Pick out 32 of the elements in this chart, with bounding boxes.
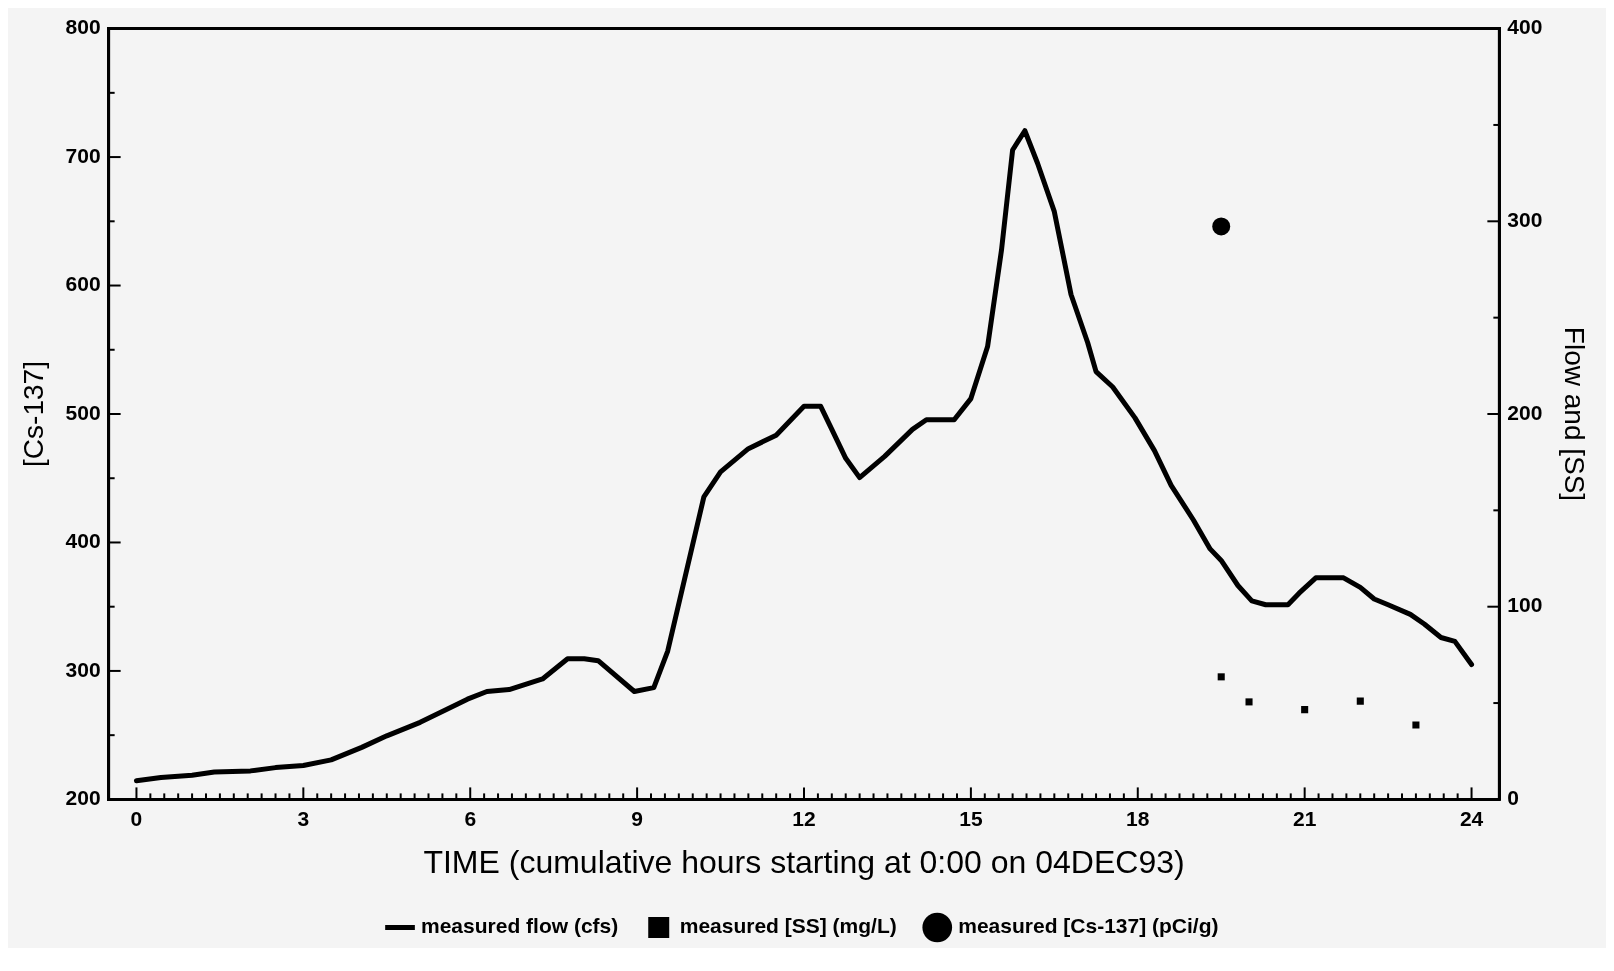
point (1301, 706, 1309, 714)
x-tick-label: 9 (631, 806, 643, 830)
y-tick-label: 800 (65, 15, 101, 39)
x-tick-label: 15 (959, 806, 983, 830)
x-tick-label: 24 (1459, 806, 1484, 830)
y-tick-label: 600 (65, 272, 101, 296)
point (1412, 721, 1420, 729)
x-axis-title: TIME (cumulative hours starting at 0:00 on 04DEC93) (423, 843, 1185, 880)
y-tick-label: 300 (65, 657, 101, 681)
point (1356, 697, 1364, 705)
x-tick-label: 12 (792, 806, 816, 830)
y2-axis-title: Flow and [SS] (1559, 326, 1591, 502)
y-tick-label: 500 (65, 400, 101, 424)
point (1217, 673, 1225, 681)
point (1245, 698, 1253, 706)
legend-label: measured flow (cfs) (421, 914, 619, 938)
x-tick-label: 6 (464, 806, 477, 830)
y2-tick-label: 400 (1507, 15, 1543, 39)
x-tick-label: 0 (130, 806, 143, 830)
y2-tick-label: 300 (1507, 208, 1543, 232)
y-tick-label: 700 (65, 143, 101, 167)
legend-label: measured [SS] (mg/L) (679, 914, 897, 938)
x-tick-label: 3 (297, 806, 310, 830)
y-tick-label: 400 (65, 529, 101, 553)
y2-tick-label: 200 (1507, 400, 1543, 424)
y-axis-title: [Cs-137] (17, 361, 49, 467)
y2-tick-label: 0 (1507, 786, 1520, 810)
legend-label: measured [Cs-137] (pCi/g) (958, 914, 1219, 938)
y2-tick-label: 100 (1507, 593, 1543, 617)
x-tick-label: 21 (1292, 806, 1317, 830)
y-tick-label: 200 (65, 786, 101, 810)
x-tick-label: 18 (1126, 806, 1150, 830)
